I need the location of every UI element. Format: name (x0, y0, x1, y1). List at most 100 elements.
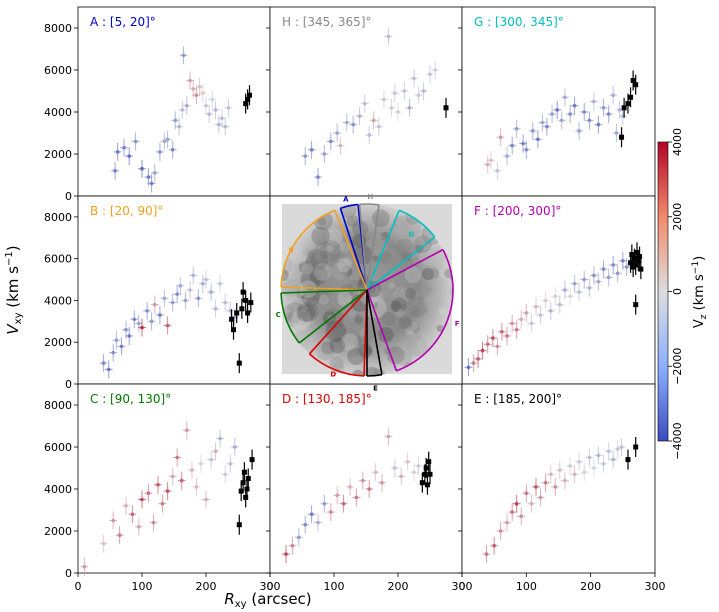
texture-blob (412, 292, 420, 300)
data-point (577, 290, 581, 294)
data-point (226, 106, 231, 110)
data-point (204, 103, 208, 108)
texture-blob (416, 340, 423, 348)
edge-point (633, 262, 639, 268)
edge-point (631, 256, 637, 262)
data-point (228, 462, 233, 466)
data-point (175, 292, 179, 296)
data-point (592, 273, 596, 278)
data-point (389, 106, 394, 110)
data-point (188, 78, 192, 83)
data-point (178, 284, 183, 288)
texture-blob (348, 279, 360, 292)
edge-point (236, 360, 242, 366)
edge-point (635, 258, 641, 264)
sector-edge-F (366, 248, 444, 291)
panel-F: F : [200, 300]° (458, 195, 656, 388)
data-point (540, 120, 545, 125)
data-point (510, 510, 514, 514)
texture-blob (347, 347, 365, 366)
panel-title: G : [300, 345]° (474, 15, 564, 29)
texture-blob (401, 298, 417, 313)
texture-blob (343, 256, 353, 266)
texture-blob (285, 311, 293, 320)
data-point (145, 309, 149, 313)
texture-blob (408, 269, 423, 284)
data-point (194, 485, 199, 489)
texture-blob (330, 262, 349, 280)
data-point (165, 489, 170, 493)
texture-blob (405, 295, 428, 318)
data-point (209, 290, 213, 294)
data-point (140, 497, 144, 502)
data-point (218, 281, 222, 286)
texture-blob (298, 301, 319, 322)
edge-point (638, 266, 644, 272)
sector-label: H (367, 193, 373, 201)
texture-blob (354, 315, 364, 325)
edge-point (427, 471, 433, 477)
texture-blob (412, 298, 430, 315)
center-image-panel: A H G B F C D E (269, 193, 463, 393)
edge-point (247, 92, 253, 98)
data-point (316, 175, 320, 179)
colorbar-tick-label: 4000 (671, 128, 684, 156)
edge-point (633, 302, 639, 308)
texture-blob (404, 266, 422, 284)
edge-point (248, 300, 254, 306)
data-point (563, 95, 567, 100)
data-point (213, 449, 218, 454)
data-point (505, 154, 509, 158)
panel-title: A : [5, 20]° (90, 15, 156, 29)
data-point (207, 112, 211, 116)
texture-blob (397, 351, 413, 367)
y-tick-label: 8000 (44, 399, 72, 412)
texture-blob (318, 294, 329, 305)
panel-H: H : [345, 365]° (266, 6, 463, 200)
sector-arc-C (280, 292, 300, 344)
data-point (498, 135, 503, 139)
texture-blob (309, 266, 328, 285)
data-point (223, 124, 227, 129)
data-point (303, 154, 308, 158)
texture-blob (395, 238, 415, 258)
data-point (341, 501, 346, 506)
texture-blob (313, 241, 334, 262)
texture-blob (348, 264, 359, 275)
sector-edge-G (366, 209, 400, 291)
edge-point (240, 480, 246, 486)
texture-blob (425, 287, 432, 294)
data-point (505, 520, 509, 525)
texture-blob (282, 280, 304, 302)
texture-blob (410, 323, 421, 334)
y-tick-label: 2000 (44, 148, 72, 161)
sector-edge-D (308, 289, 368, 355)
data-point (175, 455, 179, 460)
data-point (615, 447, 620, 451)
data-point (188, 288, 192, 292)
edge-point (243, 297, 249, 303)
colorbar-tick-label: −4000 (671, 422, 684, 459)
data-point (179, 478, 184, 483)
texture-blob (315, 341, 335, 361)
data-point (132, 317, 137, 322)
data-point (119, 344, 124, 349)
texture-blob (342, 303, 353, 314)
data-point (563, 288, 567, 292)
data-point (412, 470, 416, 475)
panel-A: 0 2000 4000 6000 8000 A : [5, 20]° (44, 6, 271, 203)
data-point (153, 302, 157, 307)
data-point (563, 478, 567, 483)
texture-blob (341, 333, 359, 351)
data-point (367, 133, 372, 137)
data-point (218, 436, 222, 441)
data-point (309, 512, 314, 516)
x-tick-label: 300 (645, 580, 666, 593)
colorbar: 4000 2000 0 −2000 −4000 Vz (km s−1) (657, 128, 709, 460)
data-point (380, 480, 384, 485)
data-point (137, 321, 141, 326)
edge-point (245, 310, 251, 316)
panel-D: 0 100 200 300 D : [130, 185]° (266, 383, 473, 593)
data-point (170, 474, 175, 479)
data-point (191, 273, 195, 278)
